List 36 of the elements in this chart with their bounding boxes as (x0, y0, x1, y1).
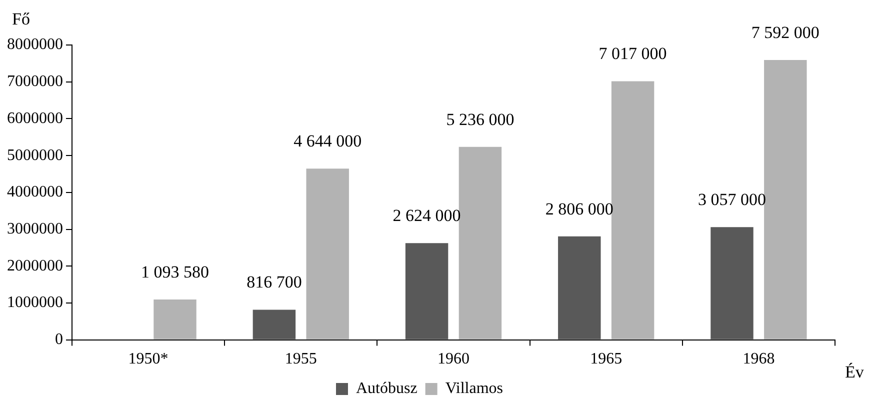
y-tick-label: 2000000 (7, 257, 63, 274)
data-label: 2 806 000 (545, 199, 614, 218)
bar (154, 300, 196, 340)
data-label: 7 017 000 (598, 44, 667, 64)
bar (710, 227, 754, 340)
x-axis-title: Év (845, 362, 864, 382)
y-tick-label: 6000000 (7, 110, 63, 127)
legend-label: Autóbusz (356, 380, 418, 398)
x-tick-label: 1950* (128, 350, 168, 368)
x-tick-label: 1960 (438, 350, 470, 368)
bar (306, 168, 349, 340)
bar (558, 236, 601, 340)
bar (611, 81, 654, 340)
bar (458, 146, 502, 340)
y-tick-label: 3000000 (7, 220, 63, 238)
data-label: 7 592 000 (751, 23, 820, 42)
data-label: 816 700 (246, 272, 302, 292)
y-tick-label: 4000000 (7, 184, 63, 201)
bar (405, 243, 448, 340)
data-label: 2 624 000 (392, 206, 461, 226)
y-tick-label: 8000000 (7, 36, 63, 54)
legend-label: Villamos (445, 380, 504, 398)
x-tick-label: 1968 (742, 350, 775, 368)
x-tick-label: 1965 (590, 350, 622, 368)
data-label: 5 236 000 (446, 110, 514, 129)
y-tick-label: 1000000 (7, 294, 63, 312)
data-label: 4 644 000 (294, 132, 362, 151)
bar (764, 60, 807, 340)
y-axis-title: Fő (12, 9, 30, 28)
x-tick-label: 1955 (284, 350, 317, 368)
y-tick-label: 5000000 (7, 146, 63, 164)
data-label: 1 093 580 (141, 262, 210, 282)
y-tick-label: 7000000 (7, 73, 63, 90)
bar (252, 310, 296, 340)
data-label: 3 057 000 (698, 190, 766, 210)
y-tick-label: 0 (55, 331, 63, 348)
